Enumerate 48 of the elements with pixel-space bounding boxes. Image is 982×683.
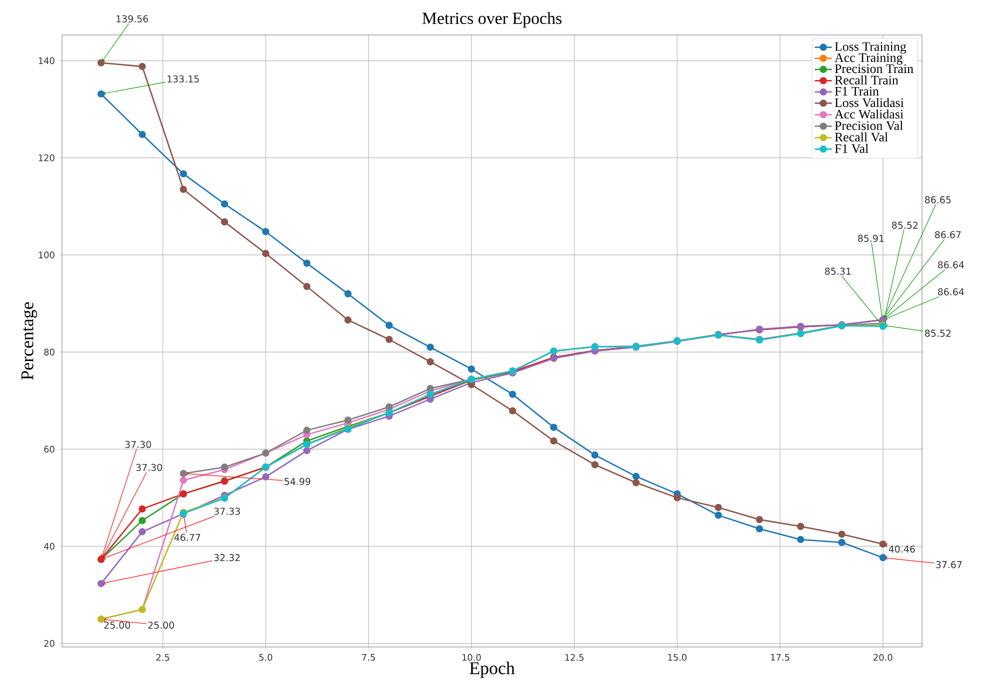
annotation: 37.33 — [214, 508, 240, 515]
legend-label: Recall Val — [834, 132, 888, 142]
annotation: 86.67 — [935, 231, 961, 238]
annotation: 86.65 — [925, 196, 951, 204]
annotation: 37.30 — [125, 440, 152, 448]
legend-label: Precision Train — [834, 64, 914, 74]
annotation: 37.67 — [936, 561, 962, 568]
annotation: 37.30 — [136, 464, 162, 472]
legend-label: Acc Walidasi — [834, 109, 904, 119]
x-axis-title: Epoch — [470, 662, 515, 678]
y-tick-label: 100 — [38, 252, 54, 258]
annotation: 85.91 — [858, 234, 884, 242]
annotation: 25.00 — [148, 622, 174, 629]
chart-title: Metrics over Epochs — [422, 12, 562, 28]
legend-label: F1 Train — [834, 86, 879, 96]
y-tick-label: 80 — [44, 348, 54, 356]
annotation: 46.77 — [174, 534, 200, 542]
x-tick-label: 7.5 — [362, 654, 375, 661]
x-tick-label: 17.5 — [771, 654, 790, 661]
x-tick-label: 12.5 — [565, 654, 584, 661]
annotation: 86.64 — [938, 261, 964, 268]
legend-label: Loss Validasi — [834, 98, 904, 108]
y-tick-label: 120 — [38, 154, 54, 162]
y-tick-label: 140 — [38, 57, 54, 64]
annotation: 32.32 — [214, 554, 240, 562]
y-tick-label: 60 — [44, 446, 54, 453]
x-tick-label: 15.0 — [668, 654, 687, 661]
x-tick-label: 20.0 — [874, 654, 892, 661]
annotation: 85.31 — [825, 268, 851, 275]
annotation: 54.99 — [284, 478, 310, 486]
annotation: 40.46 — [888, 545, 915, 553]
x-tick-label: 10.0 — [462, 654, 481, 661]
legend-label: F1 Val — [834, 144, 868, 154]
y-tick-label: 40 — [44, 542, 54, 550]
y-tick-label: 20 — [44, 640, 54, 647]
y-axis-title: Percentage — [21, 302, 38, 380]
legend-label: Recall Train — [834, 75, 898, 85]
annotation: 86.64 — [938, 288, 964, 296]
x-tick-label: 5.0 — [259, 654, 272, 661]
legend-label: Acc Training — [834, 53, 902, 65]
annotation: 25.00 — [104, 622, 130, 629]
annotation: 85.52 — [925, 330, 951, 337]
legend-label: Loss Training — [834, 42, 906, 54]
annotation: 139.56 — [116, 15, 148, 22]
annotation: 133.15 — [168, 75, 199, 83]
annotation: 85.52 — [892, 222, 918, 229]
x-tick-label: 2.5 — [156, 654, 170, 661]
legend-label: Precision Val — [834, 120, 903, 130]
